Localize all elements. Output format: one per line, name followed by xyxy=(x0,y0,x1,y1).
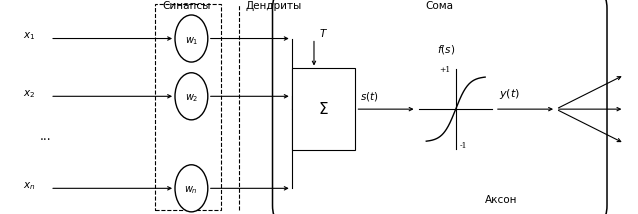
Text: $s(t)$: $s(t)$ xyxy=(360,90,378,103)
Bar xyxy=(292,68,355,150)
Text: $x_n$: $x_n$ xyxy=(23,180,35,192)
Bar xyxy=(155,4,221,210)
Ellipse shape xyxy=(175,15,208,62)
Text: Сома: Сома xyxy=(426,1,454,11)
Text: -1: -1 xyxy=(459,142,467,150)
Text: Аксон: Аксон xyxy=(485,195,517,205)
Text: $w_2$: $w_2$ xyxy=(184,92,198,104)
Text: ...: ... xyxy=(40,131,52,143)
Text: $f(s)$: $f(s)$ xyxy=(438,43,456,56)
FancyBboxPatch shape xyxy=(272,0,607,214)
Text: $w_n$: $w_n$ xyxy=(184,184,198,196)
Text: +1: +1 xyxy=(439,66,450,74)
Text: Синапсы: Синапсы xyxy=(163,1,211,11)
Ellipse shape xyxy=(175,165,208,212)
Text: $y(t)$: $y(t)$ xyxy=(500,87,521,101)
Text: $x_2$: $x_2$ xyxy=(23,88,35,100)
Text: $T$: $T$ xyxy=(320,27,329,39)
Text: $w_1$: $w_1$ xyxy=(184,35,198,47)
Text: $\Sigma$: $\Sigma$ xyxy=(318,101,329,117)
Text: Дендриты: Дендриты xyxy=(245,1,302,11)
Ellipse shape xyxy=(175,73,208,120)
Text: $x_1$: $x_1$ xyxy=(23,30,35,42)
